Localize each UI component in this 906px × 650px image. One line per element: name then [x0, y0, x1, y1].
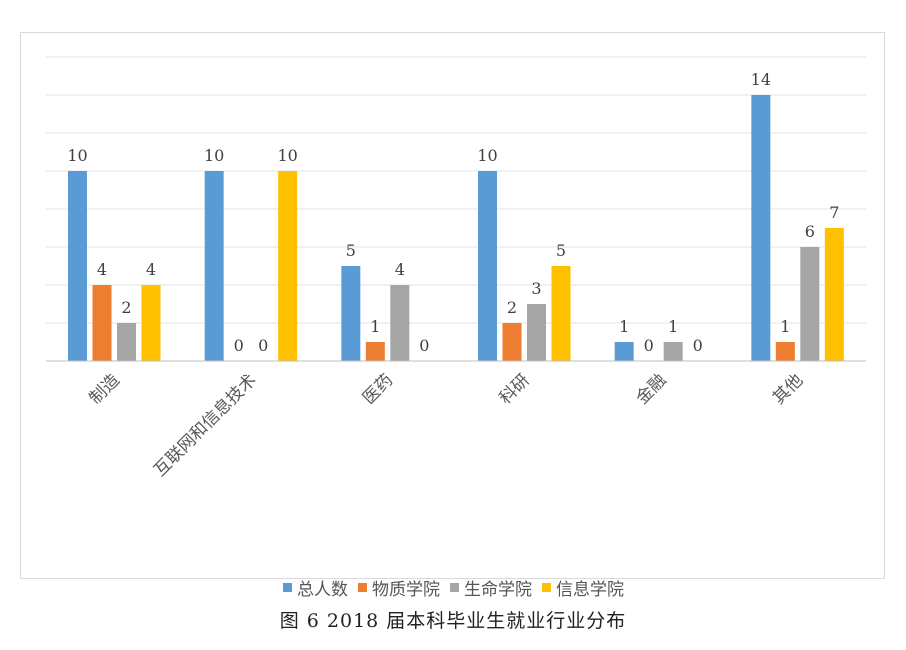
legend-swatch — [450, 583, 459, 592]
data-label: 0 — [234, 336, 244, 355]
legend-item: 生命学院 — [450, 575, 532, 600]
legend-label: 生命学院 — [464, 580, 532, 600]
data-label: 10 — [277, 146, 297, 165]
data-label: 1 — [370, 317, 380, 336]
data-label: 4 — [97, 260, 107, 279]
category-label: 制造 — [86, 370, 124, 408]
bar — [775, 342, 795, 361]
category-label: 互联网和信息技术 — [150, 370, 260, 480]
figure-caption: 图 6 2018 届本科毕业生就业行业分布 — [279, 610, 627, 632]
bar — [204, 171, 224, 361]
bar — [141, 285, 161, 361]
category-label: 金融 — [632, 370, 670, 408]
bar — [478, 171, 497, 361]
bar — [551, 266, 571, 361]
data-label: 1 — [619, 317, 629, 336]
legend-label: 物质学院 — [372, 580, 440, 600]
category-label: 科研 — [496, 370, 534, 408]
chart-frame: 10 4 2 4 10 0 0 10 5 1 4 0 10 2 3 5 1 0 1 0 14 1 6 7 制造 互联网和信息技术… — [20, 32, 885, 600]
data-label: 5 — [346, 241, 356, 260]
x-axis: 制造 互联网和信息技术 医药 科研 金融 其他 — [46, 360, 866, 481]
bar — [390, 285, 410, 361]
data-label: 10 — [477, 146, 497, 165]
data-label: 1 — [668, 317, 678, 336]
bar — [117, 323, 136, 361]
gridlines — [46, 56, 866, 324]
bar — [800, 247, 820, 361]
legend: 总人数 物质学院 生命学院 信息学院 — [21, 575, 886, 600]
legend-item: 信息学院 — [542, 575, 624, 600]
bar — [663, 342, 683, 361]
bar — [614, 342, 634, 361]
bar — [92, 285, 112, 361]
bar — [341, 266, 361, 361]
legend-swatch — [542, 583, 551, 592]
data-label: 4 — [395, 260, 405, 279]
category-label: 其他 — [769, 370, 807, 408]
data-label: 7 — [829, 203, 839, 222]
bar — [751, 95, 771, 361]
bar — [278, 171, 298, 361]
bar — [824, 228, 844, 361]
legend-label: 信息学院 — [556, 580, 624, 600]
legend-label: 总人数 — [297, 580, 348, 600]
bars — [68, 95, 844, 361]
data-label: 14 — [751, 70, 771, 89]
data-label: 0 — [644, 336, 654, 355]
data-label: 2 — [507, 298, 517, 317]
legend-swatch — [358, 583, 367, 592]
legend-swatch — [283, 583, 292, 592]
legend-item: 物质学院 — [358, 575, 440, 600]
data-label: 5 — [556, 241, 566, 260]
data-label: 4 — [146, 260, 156, 279]
data-label: 10 — [67, 146, 87, 165]
legend-item: 总人数 — [283, 575, 348, 600]
data-label: 6 — [805, 222, 815, 241]
data-label: 0 — [693, 336, 703, 355]
data-label: 10 — [204, 146, 224, 165]
bar — [365, 342, 385, 361]
data-label: 3 — [531, 279, 541, 298]
bar — [68, 171, 87, 361]
data-label: 0 — [258, 336, 268, 355]
data-label: 1 — [780, 317, 790, 336]
bar — [502, 323, 522, 361]
data-label: 0 — [419, 336, 429, 355]
bar — [527, 304, 546, 361]
category-label: 医药 — [359, 370, 397, 408]
data-label: 2 — [121, 298, 131, 317]
